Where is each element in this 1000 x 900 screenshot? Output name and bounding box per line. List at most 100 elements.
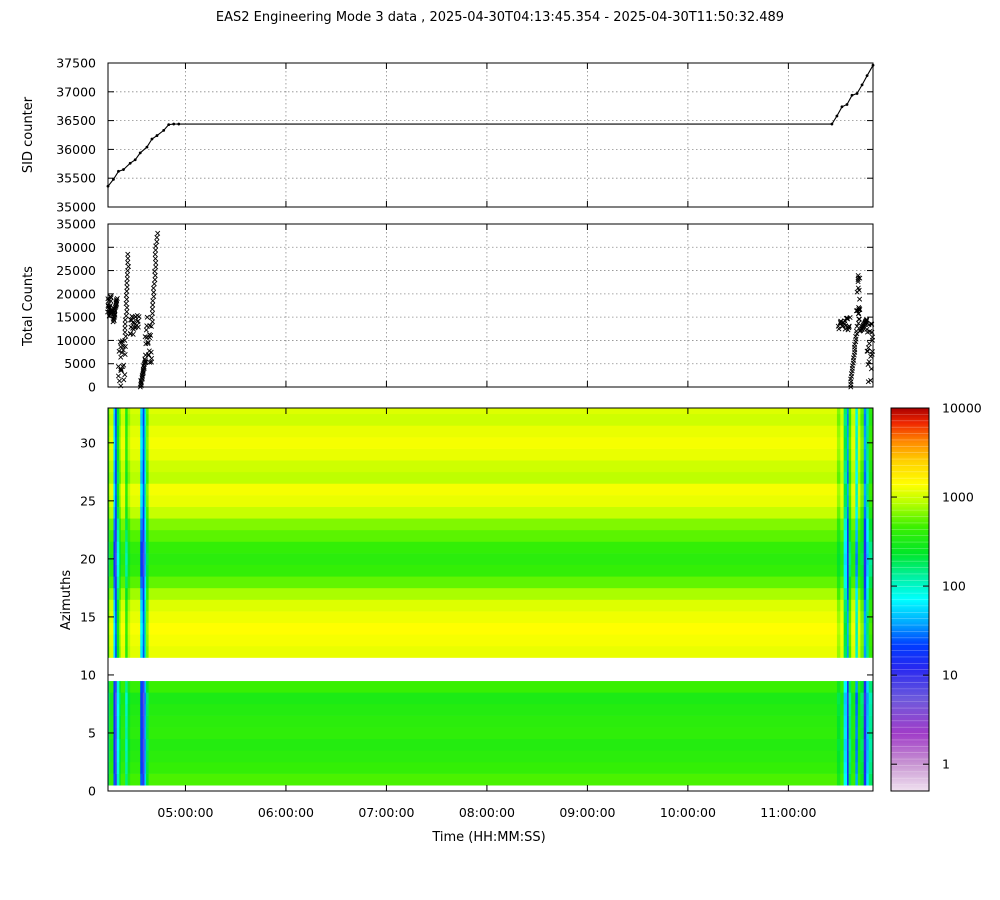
counts-point [864,326,870,332]
heatmap-cell [127,541,131,554]
heatmap-cell [140,680,144,693]
heatmap-cell [109,715,114,728]
heatmap-cell [866,645,870,658]
heatmap-cell [857,506,861,519]
heatmap-cell [108,715,110,728]
heatmap-cell [120,761,126,774]
heatmap-cell [144,408,147,415]
heatmap-cell [860,750,865,763]
heatmap-cell [836,553,841,565]
counts-point [152,277,158,283]
counts-point [869,349,875,355]
heatmap-cell [836,738,841,751]
heatmap-cell [120,622,126,635]
heatmap-cell [127,738,131,751]
heatmap-cell [848,448,852,461]
heatmap-cell [848,529,852,542]
heatmap-cell [140,460,144,473]
heatmap-cell [855,692,859,705]
heatmap-cell [863,564,867,577]
heatmap-cell [860,645,865,658]
heatmap-cell [851,413,856,426]
heatmap-cell [144,657,147,670]
heatmap-cell [846,611,850,624]
heatmap-cell [119,529,122,542]
heatmap-cell [115,495,118,507]
heatmap-cell [108,529,110,542]
heatmap-cell [860,437,865,449]
heatmap-cell [148,727,838,740]
heatmap-cell [846,692,850,705]
counts-point [155,230,161,236]
counts-point [154,239,160,245]
heatmap-cell [115,750,118,763]
counts-point [150,298,156,304]
heatmap-cell [848,553,852,565]
counts-point [865,379,871,385]
heatmap-cell [843,576,848,589]
counts-point [854,323,860,329]
heatmap-cell [140,448,144,461]
heatmap-cell [130,518,141,531]
counts-point [852,341,858,347]
heatmap-cell [130,437,141,449]
heatmap-cell [116,611,120,624]
sid-point [850,93,854,97]
heatmap-cell [142,587,145,600]
heatmap-cell [868,692,874,705]
heatmap-cell [113,680,116,693]
heatmap-cell [125,495,129,507]
heatmap-cell [148,413,838,426]
heatmap-cell [860,553,865,565]
heatmap-cell [115,738,118,751]
heatmap-cell [130,425,141,438]
heatmap-cell [848,408,852,415]
heatmap-cell [851,553,856,565]
heatmap-cell [144,692,147,705]
heatmap-cell [868,483,874,496]
heatmap-cell [109,634,114,647]
heatmap-cell [144,611,147,624]
heatmap-cell [130,622,141,635]
heatmap-cell [851,727,856,740]
heatmap-cell [855,506,859,519]
heatmap-cell [116,761,120,774]
heatmap-cell [843,750,848,763]
heatmap-cell [116,518,120,531]
heatmap-cell [140,425,144,438]
heatmap-cell [843,645,848,658]
heatmap-cell [125,541,129,554]
heatmap-cell [113,471,116,484]
heatmap-cell [855,703,859,716]
counts-point [149,310,156,316]
heatmap-cell [146,425,150,438]
heatmap-cell [130,471,141,484]
heatmap-cell [130,773,141,786]
sid-point [128,161,132,165]
sid-series-line [107,65,874,187]
heatmap-cell [144,680,147,693]
heatmap-cell [863,773,867,786]
heatmap-cell [115,408,118,415]
heatmap-cell [860,680,865,693]
heatmap-cell [144,529,147,542]
heatmap-cell [843,669,848,682]
heatmap-cell [125,518,129,531]
heatmap-cell [857,692,861,705]
heatmap-cell [108,425,110,438]
heatmap-cell [142,703,145,716]
heatmap-cell [119,761,122,774]
sid-y-tick-label: 35000 [56,200,96,215]
heatmap-cell [116,437,120,449]
heatmap-cell [146,692,150,705]
heatmap-cell [146,715,150,728]
counts-point [847,314,853,320]
heatmap-cell [868,448,874,461]
heatmap-cell [855,553,859,565]
heatmap-cell [146,645,150,658]
heatmap-cell [119,495,122,507]
heatmap-cell [866,599,870,612]
heatmap-cell [140,553,144,565]
heatmap-cell [855,750,859,763]
heatmap-cell [851,541,856,554]
